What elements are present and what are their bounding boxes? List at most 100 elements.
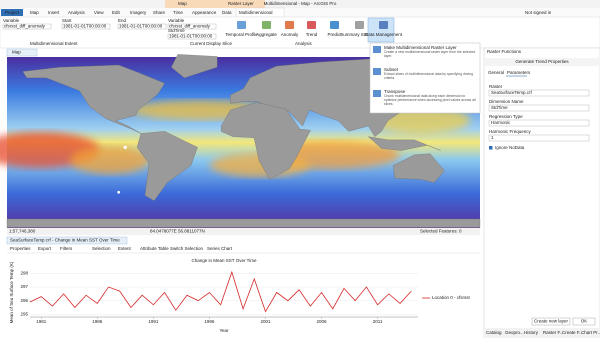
bottom-tab[interactable]: Create F... bbox=[562, 330, 583, 335]
create-button[interactable] bbox=[531, 317, 571, 326]
field-box[interactable] bbox=[2, 23, 52, 30]
ok-button[interactable] bbox=[572, 317, 596, 326]
ribbon-button[interactable]: Predict bbox=[327, 32, 342, 37]
chart-toolbar-button[interactable]: Attribute Table bbox=[140, 246, 169, 251]
ribbon-tab[interactable]: Appearance bbox=[192, 10, 217, 15]
button-icon[interactable] bbox=[330, 21, 339, 29]
bottom-tab[interactable]: Chart Pr... bbox=[581, 330, 600, 335]
button-icon[interactable] bbox=[262, 21, 271, 29]
param-box[interactable] bbox=[488, 104, 590, 112]
panel-title: Generate Trend Properties bbox=[515, 59, 569, 64]
ribbon-tab[interactable]: Multidimensional bbox=[239, 10, 273, 15]
context-band bbox=[165, 0, 265, 8]
menu-item-description: Extract slices of multidimensional data … bbox=[384, 72, 473, 80]
menu-icon[interactable] bbox=[373, 68, 381, 75]
button-icon[interactable] bbox=[307, 21, 316, 29]
location-point[interactable] bbox=[117, 190, 121, 194]
ribbon-tab[interactable]: View bbox=[94, 10, 104, 15]
land bbox=[393, 153, 445, 183]
field-box[interactable] bbox=[117, 23, 167, 30]
param-label: Regression Type bbox=[489, 114, 523, 119]
ribbon-tab[interactable]: Imagery bbox=[130, 10, 147, 15]
field-box[interactable] bbox=[167, 23, 217, 30]
map-tab-label[interactable]: Map bbox=[12, 50, 21, 55]
land bbox=[6, 218, 481, 228]
chart-toolbar-button[interactable]: Export bbox=[38, 246, 52, 251]
button-icon[interactable] bbox=[285, 21, 294, 29]
ribbon-button[interactable]: Aggregate bbox=[256, 32, 277, 37]
field-label: End bbox=[118, 18, 127, 23]
button-icon[interactable] bbox=[355, 21, 364, 29]
map-scale: 1:57,746,380 bbox=[9, 229, 36, 234]
create-button-label[interactable]: Create new layer bbox=[534, 319, 569, 324]
menu-item-title[interactable]: Subset bbox=[384, 67, 399, 72]
menu-item-title[interactable]: Transpose bbox=[384, 89, 406, 94]
menu-item-title[interactable]: Make Multidimensional Raster Layer bbox=[384, 45, 457, 50]
chart-toolbar-button[interactable]: Properties bbox=[10, 246, 31, 251]
chart-tab-label[interactable]: SeaSurfaceTemp.crf - Change in Mean SST … bbox=[10, 238, 120, 243]
chart-toolbar-button[interactable]: Selection bbox=[92, 246, 111, 251]
field-value: cfsrsst_diff_anomaly bbox=[4, 24, 46, 29]
group-label: Multidimensional Extent bbox=[30, 41, 78, 46]
chart-title: Change in Mean SST Over Time bbox=[192, 258, 257, 263]
field-box[interactable] bbox=[61, 23, 111, 30]
group-label: Current Display Slice bbox=[190, 41, 233, 46]
ribbon-tab[interactable]: Time bbox=[173, 10, 183, 15]
menu-icon[interactable] bbox=[373, 46, 381, 53]
panel-tab[interactable]: General bbox=[488, 70, 504, 75]
chart-toolbar-button[interactable]: Extent bbox=[118, 246, 132, 251]
bottom-tab[interactable]: Catalog bbox=[486, 330, 502, 335]
land bbox=[221, 102, 311, 180]
ribbon-tab[interactable]: Edit bbox=[112, 10, 121, 15]
param-box[interactable] bbox=[488, 89, 590, 97]
menu bbox=[369, 42, 481, 114]
ribbon-tab[interactable]: Analysis bbox=[68, 10, 86, 15]
bottom-tab-bar bbox=[484, 328, 600, 338]
tab-bar bbox=[0, 8, 600, 17]
button-icon[interactable] bbox=[237, 21, 246, 29]
checkbox[interactable] bbox=[489, 146, 493, 150]
ribbon-button[interactable]: Anomaly bbox=[281, 32, 299, 37]
field-box[interactable] bbox=[167, 33, 217, 40]
menu-icon[interactable] bbox=[373, 90, 381, 97]
ribbon-tab[interactable]: Data bbox=[222, 10, 232, 15]
bottom-tab[interactable]: History bbox=[524, 330, 539, 335]
panel-tab[interactable]: Parameters bbox=[507, 70, 531, 75]
param-box[interactable] bbox=[488, 119, 590, 127]
context-tab: Map bbox=[178, 1, 187, 6]
location-point[interactable] bbox=[123, 145, 127, 149]
field-value: 1981-01-01T00:00:00 bbox=[169, 34, 213, 39]
legend-label: Location 0 - cfsrsst bbox=[432, 295, 471, 300]
ribbon-tab[interactable]: Project bbox=[5, 10, 20, 15]
field-value: cfsrsst_diff_anomaly bbox=[169, 24, 211, 29]
y-tick-label: 298 bbox=[20, 271, 28, 276]
field-label: StdTime bbox=[168, 28, 185, 33]
ribbon-button[interactable]: Summary Statistics bbox=[340, 32, 379, 37]
map-coordinates: 84.0478077E 56.8811077N bbox=[150, 229, 205, 234]
chart-toolbar-button[interactable]: Filters bbox=[60, 246, 73, 251]
signin: Not signed in bbox=[525, 10, 552, 15]
ribbon-tab[interactable]: Insert bbox=[48, 10, 60, 15]
param-box[interactable] bbox=[488, 134, 590, 142]
chart-toolbar-button[interactable]: Switch Selection bbox=[170, 246, 204, 251]
ribbon-button[interactable]: Trend bbox=[306, 32, 318, 37]
ok-button-label[interactable]: OK bbox=[581, 319, 588, 324]
ribbon-tab[interactable]: Map bbox=[30, 10, 39, 15]
land bbox=[136, 131, 198, 201]
y-tick-label: 295 bbox=[20, 311, 28, 316]
bottom-tab[interactable]: Raster F... bbox=[543, 330, 564, 335]
sst-hotspot bbox=[70, 146, 150, 174]
x-tick-label: 2011 bbox=[373, 319, 383, 324]
ribbon-button[interactable]: Data Management bbox=[365, 32, 403, 37]
chart-toolbar-button[interactable]: Series Chart bbox=[207, 246, 233, 251]
window-title: Multidimensional - Map - ArcGIS Pro bbox=[264, 1, 337, 6]
bottom-tab[interactable]: Geopro... bbox=[505, 330, 524, 335]
x-tick-label: 1996 bbox=[204, 319, 215, 324]
field-label: Start bbox=[62, 18, 72, 23]
context-tab: Raster Layer bbox=[228, 1, 254, 6]
ribbon-button[interactable]: Temporal Profile bbox=[225, 32, 258, 37]
ribbon-tab[interactable]: Share bbox=[153, 10, 166, 15]
menu-item-description: Create a new multidimensional raster lay… bbox=[384, 50, 475, 58]
button-icon[interactable] bbox=[379, 21, 388, 29]
